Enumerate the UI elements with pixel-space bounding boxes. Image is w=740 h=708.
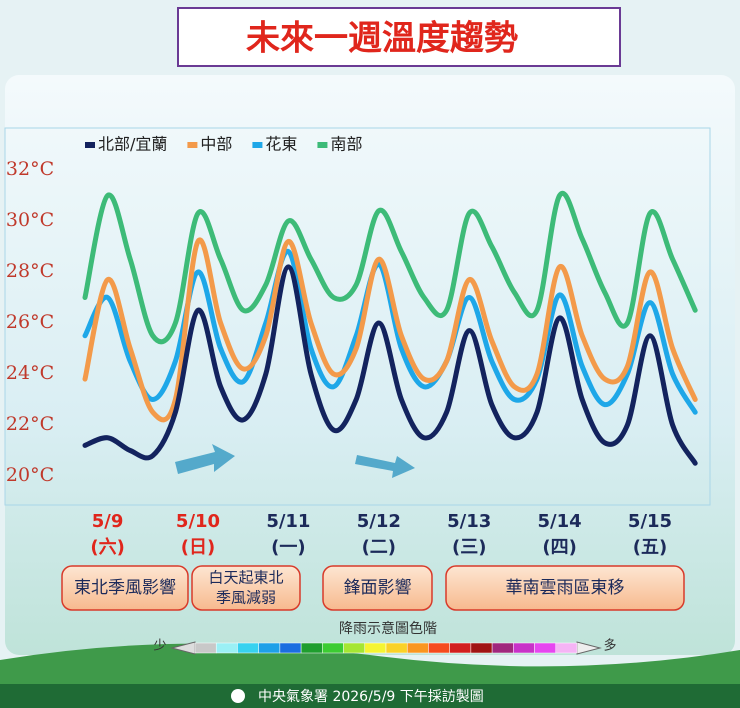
annotation-box <box>322 565 433 611</box>
rain-swatch <box>322 642 344 654</box>
rain-swatch <box>470 642 493 654</box>
legend-label: 南部 <box>330 135 362 154</box>
rain-swatch <box>449 642 472 654</box>
legend-label: 花東 <box>265 135 297 154</box>
x-tick-label: 5/14 <box>538 511 582 532</box>
x-tick-label: 5/15 <box>628 511 672 532</box>
x-tick-weekday: (三) <box>452 537 486 558</box>
series-line <box>82 264 698 466</box>
footer-band <box>0 684 740 708</box>
x-tick-label: 5/13 <box>447 511 491 532</box>
footer: 中央氣象署 2026/5/9 下午採訪製圖 <box>258 689 484 705</box>
legend-swatch <box>85 142 95 148</box>
rain-swatch <box>300 642 323 654</box>
rain-swatch <box>428 642 450 654</box>
x-tick-label: 5/12 <box>357 511 401 532</box>
x-tick-label: 5/10 <box>176 511 220 532</box>
x-tick-weekday: (二) <box>362 537 396 558</box>
plot-frame <box>4 127 711 506</box>
y-tick-label: 28°C <box>6 260 54 282</box>
rain-swatch <box>215 642 238 654</box>
arrow <box>355 455 415 478</box>
series-line <box>82 237 698 423</box>
rain-swatch <box>491 642 514 654</box>
legend-swatch <box>317 142 328 148</box>
rain-scale-title: 降雨示意圖色階 <box>339 620 437 637</box>
legend-label: 中部 <box>200 135 232 154</box>
rain-low: 少 <box>153 639 166 654</box>
rain-swatch <box>279 642 302 654</box>
y-tick-label: 20°C <box>6 464 54 486</box>
arrow <box>175 444 235 474</box>
annotation: 東北季風影響 <box>74 578 176 598</box>
rain-swatch <box>364 642 387 654</box>
rain-swatch <box>534 642 557 654</box>
rain-swatch <box>343 642 366 654</box>
x-tick-label: 5/9 <box>92 511 124 532</box>
title-box <box>177 7 621 67</box>
x-tick-weekday: (四) <box>542 537 576 558</box>
rain-swatch <box>513 642 535 654</box>
annotation: 鋒面影響 <box>344 578 412 598</box>
legend-label: 北部/宜蘭 <box>98 135 167 154</box>
rain-swatch <box>237 642 259 654</box>
annotation-box <box>445 565 685 611</box>
legend-swatch <box>252 142 263 148</box>
x-tick-weekday: (日) <box>181 537 215 558</box>
annotation: 華南雲雨區東移 <box>506 578 625 598</box>
y-tick-label: 30°C <box>6 209 54 231</box>
rain-swatch <box>555 642 578 654</box>
y-tick-label: 32°C <box>6 158 54 180</box>
x-tick-weekday: (六) <box>90 536 124 558</box>
y-tick-label: 24°C <box>6 362 54 384</box>
y-tick-label: 22°C <box>6 413 54 435</box>
x-tick-weekday: (五) <box>633 537 667 558</box>
rain-swatch <box>194 642 217 654</box>
annotation: 白天起東北 <box>208 569 283 587</box>
chart-title: 未來一週溫度趨勢 <box>246 19 518 59</box>
annotation: 季風減弱 <box>216 589 276 607</box>
rain-swatch <box>258 642 281 654</box>
y-tick-label: 26°C <box>6 311 54 333</box>
rain-swatch <box>385 642 408 654</box>
annotation-box <box>191 565 301 611</box>
x-tick-weekday: (一) <box>271 537 305 558</box>
legend-swatch <box>187 142 198 148</box>
logo <box>231 689 245 703</box>
x-tick-label: 5/11 <box>266 511 310 532</box>
annotation-box <box>61 565 189 611</box>
rain-swatch <box>406 642 429 654</box>
rain-high: 多 <box>603 638 616 654</box>
series-line <box>82 190 698 345</box>
